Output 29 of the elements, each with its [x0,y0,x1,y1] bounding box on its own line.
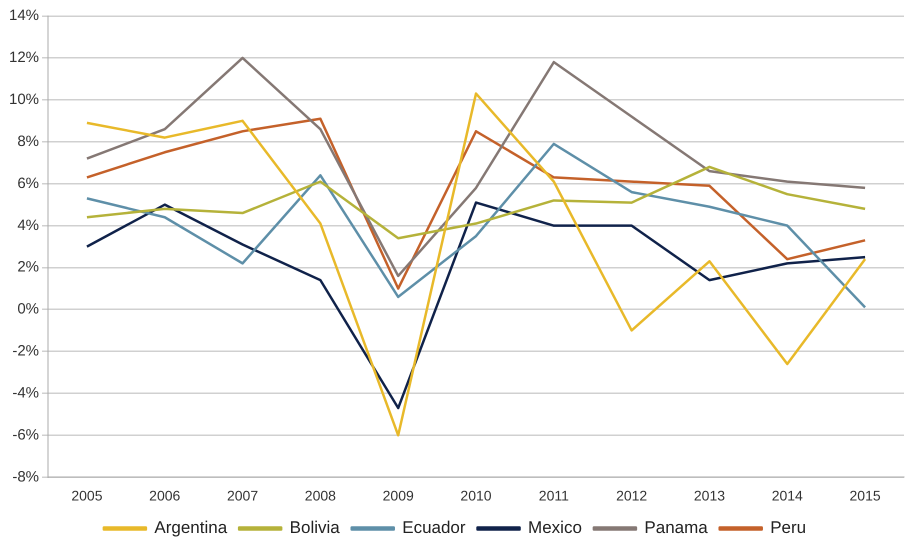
legend-label: Panama [644,518,708,538]
legend-label: Ecuador [402,518,466,538]
x-tick-label: 2009 [382,487,414,504]
y-tick-label: 4% [17,216,40,234]
x-tick-label: 2014 [772,487,804,504]
x-tick-label: 2006 [149,487,181,504]
x-tick-label: 2005 [71,487,103,504]
x-tick-label: 2013 [694,487,726,504]
y-tick-label: 12% [8,49,40,66]
y-tick-label: 0% [17,300,40,318]
x-tick-label: 2007 [226,487,258,504]
y-tick-label: -6% [12,426,40,444]
y-tick-label: -8% [12,468,40,486]
y-tick-label: 14% [8,7,40,24]
legend-label: Mexico [528,518,582,538]
y-tick-label: 8% [17,132,40,150]
x-tick-label: 2008 [304,487,336,504]
y-tick-label: 10% [8,90,40,108]
x-tick-label: 2012 [616,487,648,504]
legend-label: Bolivia [290,518,340,538]
y-tick-label: 2% [17,258,40,276]
legend-label: Peru [770,518,806,538]
x-tick-label: 2010 [460,487,492,504]
y-tick-label: 6% [17,174,40,192]
x-tick-label: 2011 [538,487,570,504]
y-tick-label: -4% [12,384,40,402]
y-tick-label: -2% [12,342,40,360]
legend-label: Argentina [154,518,228,538]
x-tick-label: 2015 [850,487,881,504]
